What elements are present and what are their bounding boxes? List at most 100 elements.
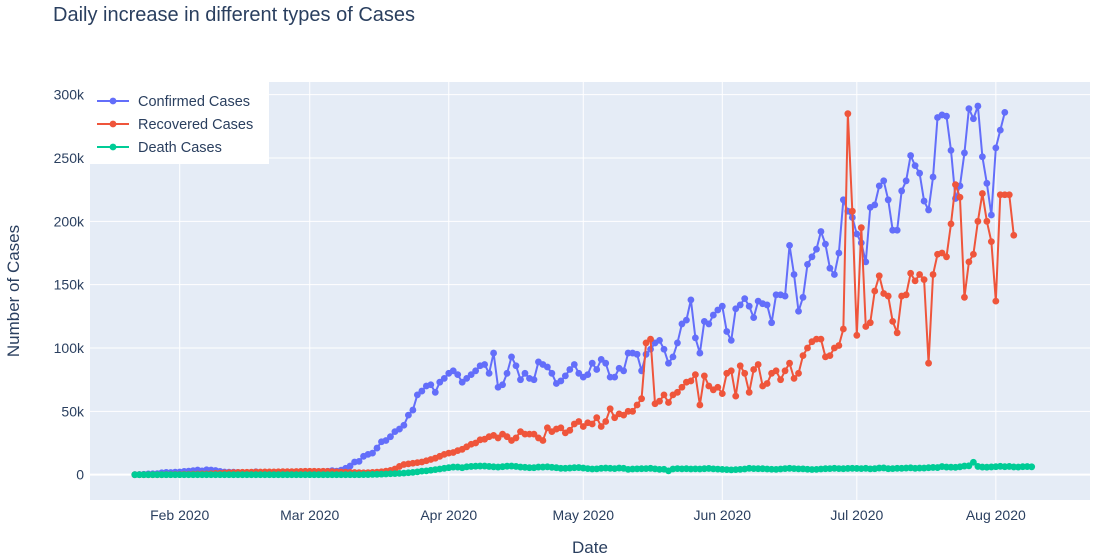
data-point — [665, 359, 672, 367]
data-point — [893, 329, 901, 337]
data-point — [678, 383, 686, 391]
data-point — [929, 271, 937, 278]
data-point — [656, 337, 663, 344]
data-point — [970, 115, 977, 123]
y-tick-label: 100k — [54, 340, 85, 356]
x-axis-title: Date — [572, 538, 608, 557]
legend-item-death-cases: Death Cases — [97, 140, 222, 156]
data-point — [781, 292, 789, 300]
data-point — [683, 316, 690, 324]
data-point — [898, 187, 906, 195]
data-point — [795, 307, 802, 315]
data-point — [714, 383, 722, 391]
data-point — [579, 423, 587, 430]
data-point — [978, 190, 986, 197]
data-point — [700, 372, 708, 380]
data-point — [925, 206, 932, 214]
data-point — [629, 407, 636, 415]
data-point — [346, 462, 354, 470]
data-point — [355, 457, 363, 465]
data-point — [804, 344, 811, 352]
data-point — [593, 366, 601, 373]
data-point — [983, 217, 991, 225]
x-tick-label: Apr 2020 — [420, 507, 477, 523]
data-point — [907, 269, 915, 277]
data-point — [691, 334, 699, 342]
x-tick-label: Jun 2020 — [693, 507, 751, 523]
x-tick-label: Aug 2020 — [966, 507, 1026, 523]
data-point — [503, 433, 511, 441]
legend-label: Recovered Cases — [138, 117, 253, 133]
data-point — [911, 277, 919, 285]
data-point — [763, 301, 771, 309]
data-point — [839, 325, 847, 333]
data-point — [723, 328, 731, 335]
data-point — [413, 391, 421, 399]
data-point — [705, 382, 713, 390]
data-point — [602, 359, 610, 367]
data-point — [1010, 231, 1018, 239]
data-point — [813, 245, 820, 253]
data-point — [440, 375, 448, 382]
data-point — [566, 366, 574, 373]
data-point — [660, 345, 668, 353]
data-point — [1001, 109, 1009, 116]
data-point — [848, 207, 856, 215]
x-tick-label: Feb 2020 — [150, 507, 209, 523]
legend-item-recovered-cases: Recovered Cases — [97, 117, 253, 133]
data-point — [961, 149, 968, 157]
data-point — [875, 182, 883, 190]
data-point — [790, 271, 798, 278]
data-point — [817, 335, 825, 343]
data-point — [987, 238, 995, 246]
data-point — [714, 306, 722, 314]
data-point — [781, 367, 789, 375]
data-point — [1028, 463, 1036, 471]
data-point — [983, 179, 991, 187]
data-point — [956, 193, 964, 201]
data-point — [687, 296, 695, 304]
data-point — [512, 362, 520, 370]
data-point — [970, 250, 977, 258]
data-point — [602, 418, 610, 425]
data-point — [382, 437, 390, 444]
y-tick-label: 250k — [54, 150, 85, 166]
data-point — [961, 293, 968, 301]
data-point — [916, 169, 923, 177]
data-point — [387, 433, 394, 441]
data-point — [974, 102, 982, 110]
data-point — [709, 311, 717, 319]
data-point — [970, 458, 977, 466]
data-point — [409, 406, 417, 414]
x-tick-label: Mar 2020 — [280, 507, 339, 523]
data-point — [431, 388, 439, 396]
data-point — [772, 367, 780, 375]
data-point — [996, 126, 1004, 134]
data-point — [705, 320, 713, 328]
data-point — [853, 230, 861, 238]
data-point — [866, 319, 874, 327]
data-point — [620, 367, 628, 375]
data-point — [508, 353, 515, 361]
legend-swatch-marker — [109, 97, 117, 105]
data-point — [611, 414, 619, 422]
data-point — [463, 375, 471, 382]
data-point — [920, 276, 928, 283]
y-tick-label: 150k — [54, 277, 85, 293]
data-point — [920, 197, 928, 205]
series-death-cases — [131, 458, 1036, 479]
data-point — [992, 144, 1000, 152]
data-point — [974, 217, 982, 225]
data-point — [862, 258, 870, 266]
data-point — [857, 224, 865, 232]
data-point — [808, 253, 816, 261]
data-point — [490, 349, 497, 357]
data-point — [884, 292, 892, 300]
data-point — [647, 335, 654, 343]
data-point — [871, 201, 879, 209]
data-point — [570, 361, 578, 368]
data-point — [835, 249, 843, 257]
data-point — [665, 399, 672, 406]
data-point — [763, 380, 771, 387]
data-point — [835, 342, 843, 349]
